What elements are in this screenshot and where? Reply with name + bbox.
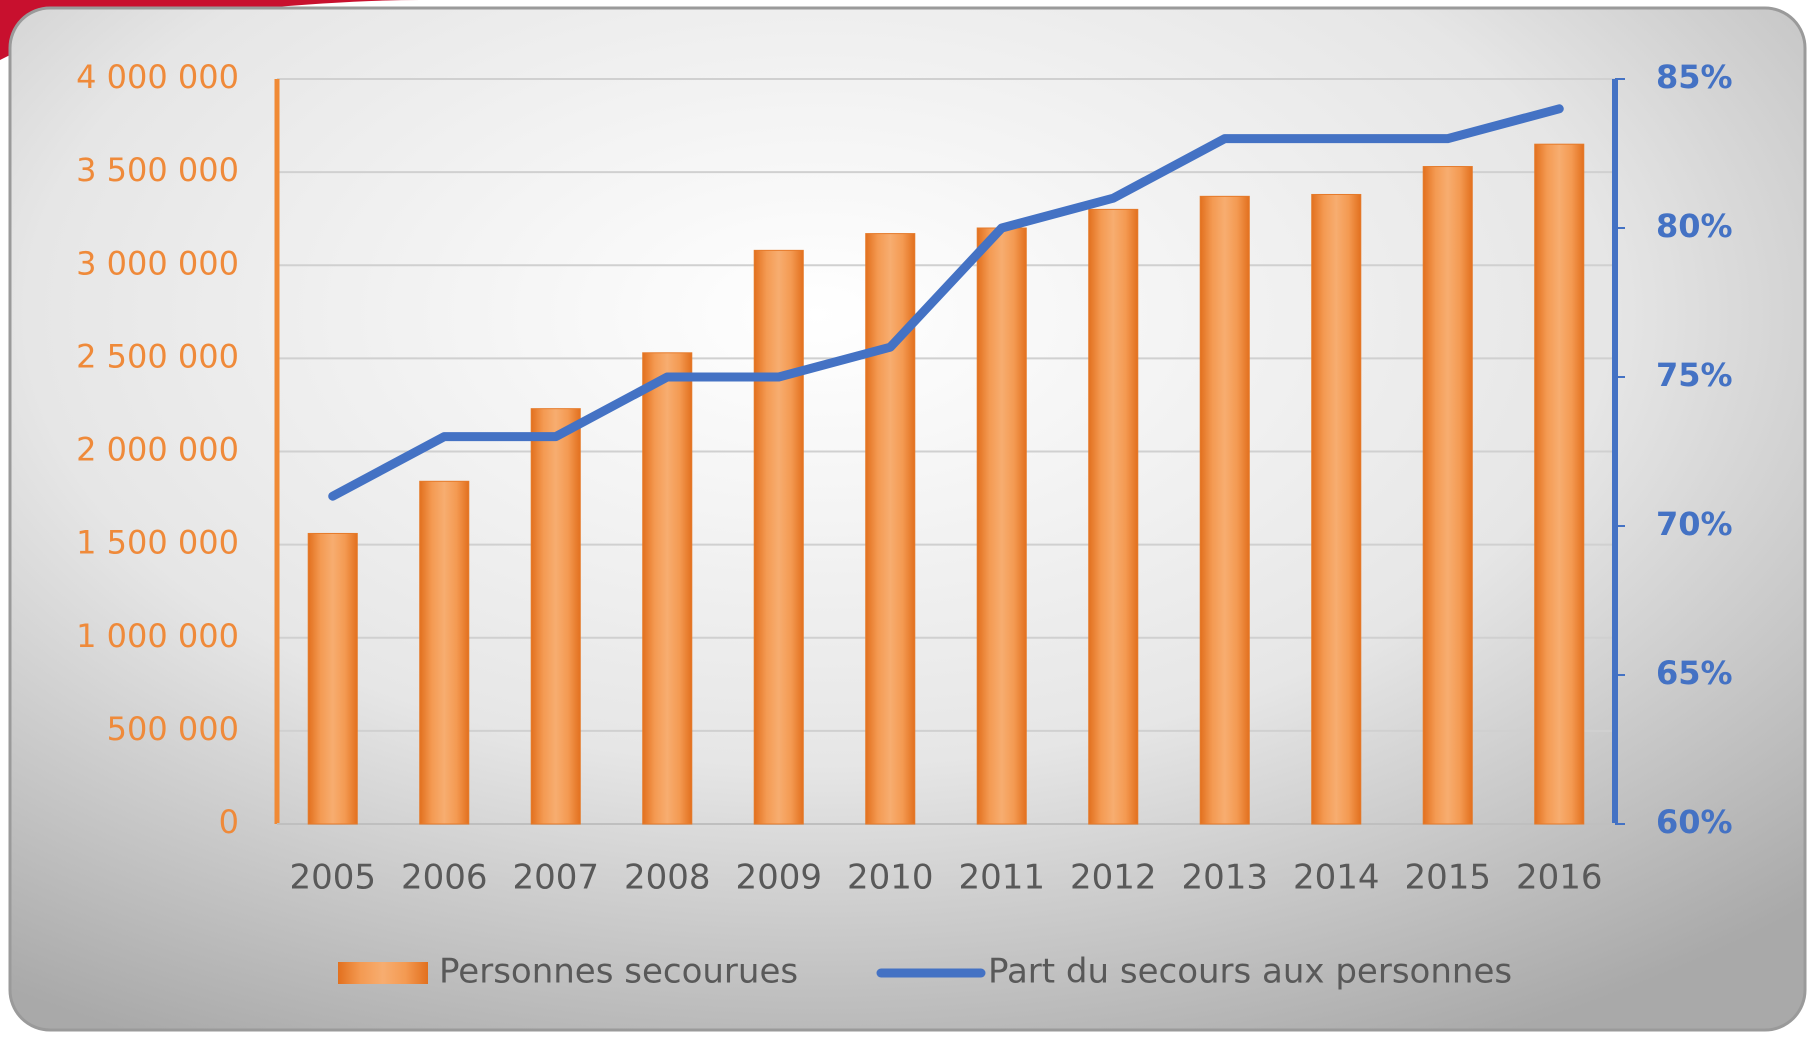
bar xyxy=(976,227,1027,825)
y-tick-label: 500 000 xyxy=(107,710,239,748)
y2-tick-label: 80% xyxy=(1656,207,1733,245)
y2-tick-label: 70% xyxy=(1656,505,1733,543)
x-tick-label: 2012 xyxy=(1070,858,1157,898)
y2-tick-label: 85% xyxy=(1656,58,1733,96)
x-tick-label: 2015 xyxy=(1404,858,1491,898)
y-tick-label: 3 500 000 xyxy=(76,151,239,189)
line xyxy=(328,104,1564,501)
y2-tick-label: 60% xyxy=(1656,803,1733,841)
legend-swatch xyxy=(338,962,428,984)
x-tick-label: 2014 xyxy=(1293,858,1380,898)
y-tick-label: 2 000 000 xyxy=(76,431,239,469)
y2-tick-label: 75% xyxy=(1656,356,1733,394)
x-tick-label: 2007 xyxy=(512,858,599,898)
x-tick-label: 2010 xyxy=(847,858,934,898)
legend-label: Personnes secourues xyxy=(439,952,798,992)
bar xyxy=(1422,166,1473,825)
plot-area: 0 500 000 1 000 000 1 500 000 2 000 000 2 500… xyxy=(76,58,1732,992)
y-tick-label: 1 000 000 xyxy=(76,617,239,655)
y-tick-label: 4 000 000 xyxy=(76,58,239,96)
bar xyxy=(1534,143,1585,825)
x-tick-label: 2016 xyxy=(1516,858,1603,898)
y2-tick-label: 65% xyxy=(1656,654,1733,692)
bar xyxy=(419,480,470,825)
y-tick-label: 2 500 000 xyxy=(76,337,239,375)
x-tick-label: 2006 xyxy=(401,858,488,898)
legend-label: Part du secours aux personnes xyxy=(988,952,1512,992)
x-tick-label: 2009 xyxy=(735,858,822,898)
bar xyxy=(530,408,581,825)
bar xyxy=(1199,195,1250,825)
bar xyxy=(1088,208,1139,825)
bar xyxy=(753,249,804,825)
bar xyxy=(642,352,693,825)
x-tick-label: 2008 xyxy=(624,858,711,898)
y-tick-label: 1 500 000 xyxy=(76,524,239,562)
y-tick-label: 0 xyxy=(219,803,239,841)
x-tick-label: 2005 xyxy=(289,858,376,898)
bar xyxy=(1311,193,1362,825)
y-tick-label: 3 000 000 xyxy=(76,244,239,282)
bar xyxy=(865,233,916,825)
x-tick-label: 2011 xyxy=(958,858,1045,898)
x-tick-label: 2013 xyxy=(1181,858,1268,898)
bar xyxy=(307,532,358,825)
